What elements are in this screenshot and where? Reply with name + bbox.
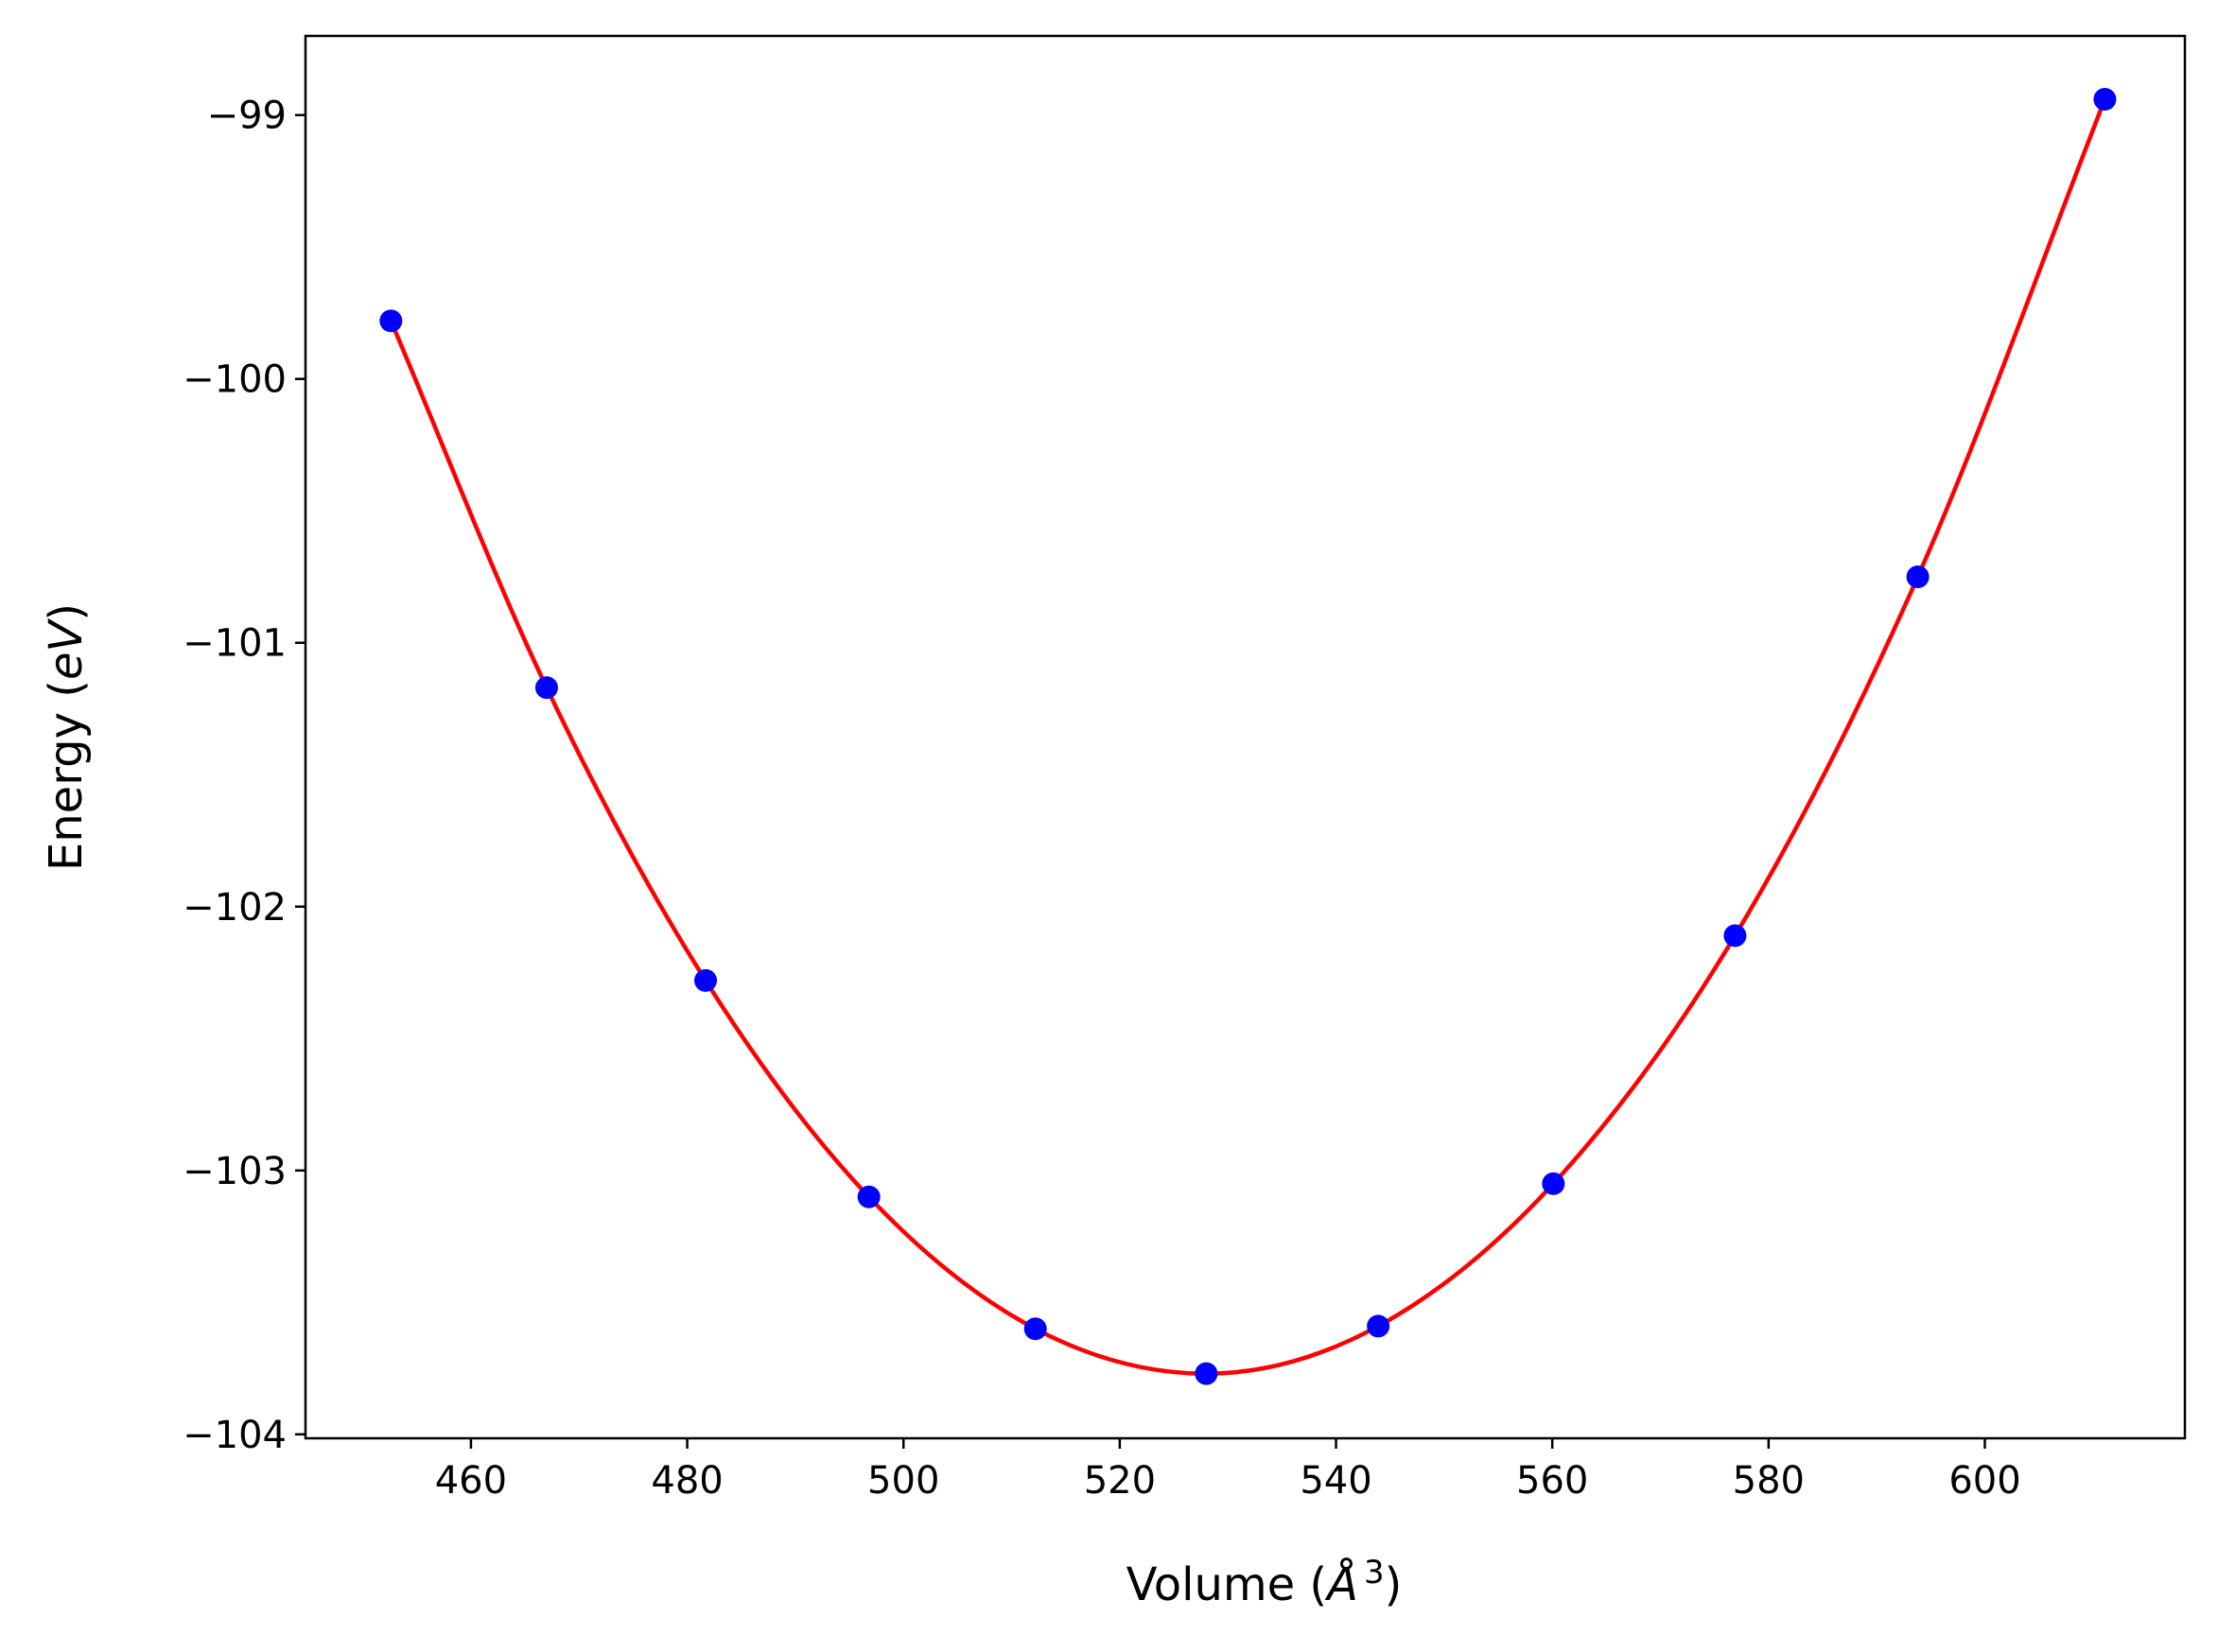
y-axis-label: Energy (eV) — [40, 603, 93, 871]
x-axis-label-prefix: Volume ( — [1126, 1558, 1328, 1611]
tick-group: 460 480 500 520 540 560 580 600 −104 −103 −102 −101… — [183, 95, 2021, 1503]
plot-frame — [304, 34, 2187, 1440]
x-tick-label-2: 500 — [867, 1459, 939, 1503]
x-tick-label-4: 540 — [1300, 1459, 1371, 1503]
data-point-0 — [379, 309, 403, 333]
data-point-6 — [1367, 1314, 1390, 1338]
x-tick-label-0: 460 — [435, 1459, 507, 1503]
data-point-1 — [534, 676, 558, 700]
x-axis-label-symbol: Å — [1324, 1557, 1358, 1611]
y-axis-label-suffix: ) — [40, 603, 93, 621]
x-axis-label-superscript: 3 — [1364, 1554, 1385, 1591]
x-tick-label-7: 600 — [1948, 1459, 2020, 1503]
y-axis-label-prefix: Energy ( — [40, 680, 93, 871]
fit-curve-layer — [389, 98, 2107, 1376]
data-point-7 — [1542, 1172, 1565, 1195]
x-tick-label-1: 480 — [651, 1459, 723, 1503]
y-tick-label-5: −99 — [207, 95, 287, 138]
y-tick-label-3: −101 — [183, 622, 287, 666]
data-points-layer — [379, 87, 2117, 1385]
x-axis-label-suffix: ) — [1385, 1558, 1403, 1611]
data-point-3 — [857, 1185, 881, 1209]
data-point-4 — [1023, 1317, 1047, 1341]
y-tick-label-4: −100 — [183, 358, 287, 402]
data-point-10 — [2093, 87, 2117, 111]
data-point-2 — [694, 968, 718, 992]
data-point-9 — [1906, 565, 1930, 588]
data-point-5 — [1195, 1362, 1218, 1385]
fit-curve-line — [389, 98, 2107, 1376]
y-tick-label-2: −102 — [183, 886, 287, 930]
y-axis-label-symbol: eV — [40, 618, 93, 681]
data-point-8 — [1723, 924, 1747, 948]
x-axis-label: Volume (Å 3) — [1126, 1554, 1403, 1611]
x-tick-label-6: 580 — [1733, 1459, 1805, 1503]
x-tick-label-5: 560 — [1516, 1459, 1588, 1503]
y-tick-label-0: −104 — [183, 1414, 287, 1457]
y-tick-label-1: −103 — [183, 1150, 287, 1193]
x-tick-label-3: 520 — [1084, 1459, 1156, 1503]
